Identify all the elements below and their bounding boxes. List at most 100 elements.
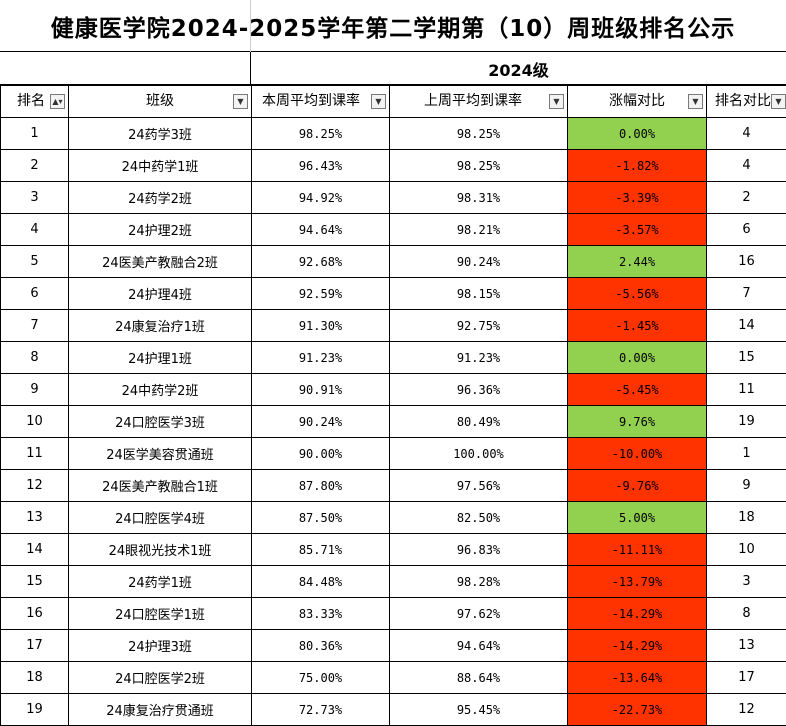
change-cell[interactable]: -9.76% (568, 470, 707, 502)
rank-cell[interactable]: 12 (1, 470, 69, 502)
class-cell[interactable]: 24护理4班 (69, 278, 252, 310)
class-cell[interactable]: 24护理1班 (69, 342, 252, 374)
rank-compare-cell[interactable]: 4 (707, 150, 786, 182)
last-week-cell[interactable]: 92.75% (390, 310, 568, 342)
change-cell[interactable]: -1.82% (568, 150, 707, 182)
header-class[interactable]: 班级▼ (69, 86, 252, 118)
this-week-cell[interactable]: 83.33% (252, 598, 390, 630)
last-week-cell[interactable]: 96.36% (390, 374, 568, 406)
rank-cell[interactable]: 13 (1, 502, 69, 534)
change-cell[interactable]: -13.79% (568, 566, 707, 598)
sort-filter-icon[interactable]: ▲▾ (50, 94, 65, 109)
this-week-cell[interactable]: 72.73% (252, 694, 390, 726)
class-cell[interactable]: 24眼视光技术1班 (69, 534, 252, 566)
rank-cell[interactable]: 18 (1, 662, 69, 694)
dropdown-arrow-icon[interactable]: ▼ (371, 94, 386, 109)
class-cell[interactable]: 24医美产教融合1班 (69, 470, 252, 502)
last-week-cell[interactable]: 91.23% (390, 342, 568, 374)
class-cell[interactable]: 24口腔医学2班 (69, 662, 252, 694)
rank-cell[interactable]: 10 (1, 406, 69, 438)
change-cell[interactable]: 0.00% (568, 118, 707, 150)
this-week-cell[interactable]: 94.64% (252, 214, 390, 246)
rank-cell[interactable]: 14 (1, 534, 69, 566)
class-cell[interactable]: 24护理3班 (69, 630, 252, 662)
last-week-cell[interactable]: 98.31% (390, 182, 568, 214)
this-week-cell[interactable]: 75.00% (252, 662, 390, 694)
last-week-cell[interactable]: 97.56% (390, 470, 568, 502)
rank-compare-cell[interactable]: 12 (707, 694, 786, 726)
last-week-cell[interactable]: 98.21% (390, 214, 568, 246)
change-cell[interactable]: -11.11% (568, 534, 707, 566)
change-cell[interactable]: -22.73% (568, 694, 707, 726)
rank-compare-cell[interactable]: 14 (707, 310, 786, 342)
rank-compare-cell[interactable]: 1 (707, 438, 786, 470)
rank-cell[interactable]: 4 (1, 214, 69, 246)
change-cell[interactable]: -14.29% (568, 598, 707, 630)
this-week-cell[interactable]: 87.50% (252, 502, 390, 534)
this-week-cell[interactable]: 80.36% (252, 630, 390, 662)
class-cell[interactable]: 24护理2班 (69, 214, 252, 246)
rank-compare-cell[interactable]: 8 (707, 598, 786, 630)
change-cell[interactable]: -13.64% (568, 662, 707, 694)
rank-compare-cell[interactable]: 3 (707, 566, 786, 598)
rank-cell[interactable]: 11 (1, 438, 69, 470)
grade-label[interactable]: 2024级 (251, 52, 786, 85)
change-cell[interactable]: -10.00% (568, 438, 707, 470)
this-week-cell[interactable]: 87.80% (252, 470, 390, 502)
this-week-cell[interactable]: 98.25% (252, 118, 390, 150)
rank-cell[interactable]: 1 (1, 118, 69, 150)
rank-cell[interactable]: 2 (1, 150, 69, 182)
last-week-cell[interactable]: 98.15% (390, 278, 568, 310)
this-week-cell[interactable]: 92.59% (252, 278, 390, 310)
change-cell[interactable]: 2.44% (568, 246, 707, 278)
class-cell[interactable]: 24药学1班 (69, 566, 252, 598)
last-week-cell[interactable]: 98.28% (390, 566, 568, 598)
rank-cell[interactable]: 16 (1, 598, 69, 630)
header-last-week[interactable]: 上周平均到课率▼ (390, 86, 568, 118)
rank-cell[interactable]: 9 (1, 374, 69, 406)
rank-cell[interactable]: 17 (1, 630, 69, 662)
this-week-cell[interactable]: 91.23% (252, 342, 390, 374)
change-cell[interactable]: -5.56% (568, 278, 707, 310)
dropdown-arrow-icon[interactable]: ▼ (771, 94, 786, 109)
last-week-cell[interactable]: 95.45% (390, 694, 568, 726)
last-week-cell[interactable]: 94.64% (390, 630, 568, 662)
last-week-cell[interactable]: 98.25% (390, 118, 568, 150)
change-cell[interactable]: 0.00% (568, 342, 707, 374)
last-week-cell[interactable]: 100.00% (390, 438, 568, 470)
this-week-cell[interactable]: 90.24% (252, 406, 390, 438)
change-cell[interactable]: -1.45% (568, 310, 707, 342)
header-this-week[interactable]: 本周平均到课率▼ (252, 86, 390, 118)
last-week-cell[interactable]: 88.64% (390, 662, 568, 694)
class-cell[interactable]: 24医美产教融合2班 (69, 246, 252, 278)
rank-cell[interactable]: 19 (1, 694, 69, 726)
this-week-cell[interactable]: 92.68% (252, 246, 390, 278)
rank-cell[interactable]: 7 (1, 310, 69, 342)
class-cell[interactable]: 24口腔医学4班 (69, 502, 252, 534)
last-week-cell[interactable]: 96.83% (390, 534, 568, 566)
rank-compare-cell[interactable]: 19 (707, 406, 786, 438)
rank-compare-cell[interactable]: 17 (707, 662, 786, 694)
class-cell[interactable]: 24中药学2班 (69, 374, 252, 406)
rank-compare-cell[interactable]: 2 (707, 182, 786, 214)
change-cell[interactable]: -14.29% (568, 630, 707, 662)
last-week-cell[interactable]: 98.25% (390, 150, 568, 182)
this-week-cell[interactable]: 94.92% (252, 182, 390, 214)
rank-compare-cell[interactable]: 11 (707, 374, 786, 406)
rank-compare-cell[interactable]: 15 (707, 342, 786, 374)
rank-compare-cell[interactable]: 18 (707, 502, 786, 534)
dropdown-arrow-icon[interactable]: ▼ (549, 94, 564, 109)
last-week-cell[interactable]: 82.50% (390, 502, 568, 534)
this-week-cell[interactable]: 91.30% (252, 310, 390, 342)
this-week-cell[interactable]: 90.00% (252, 438, 390, 470)
change-cell[interactable]: 9.76% (568, 406, 707, 438)
class-cell[interactable]: 24口腔医学1班 (69, 598, 252, 630)
change-cell[interactable]: -5.45% (568, 374, 707, 406)
rank-cell[interactable]: 5 (1, 246, 69, 278)
rank-compare-cell[interactable]: 7 (707, 278, 786, 310)
rank-compare-cell[interactable]: 13 (707, 630, 786, 662)
class-cell[interactable]: 24康复治疗1班 (69, 310, 252, 342)
class-cell[interactable]: 24口腔医学3班 (69, 406, 252, 438)
rank-cell[interactable]: 6 (1, 278, 69, 310)
this-week-cell[interactable]: 84.48% (252, 566, 390, 598)
